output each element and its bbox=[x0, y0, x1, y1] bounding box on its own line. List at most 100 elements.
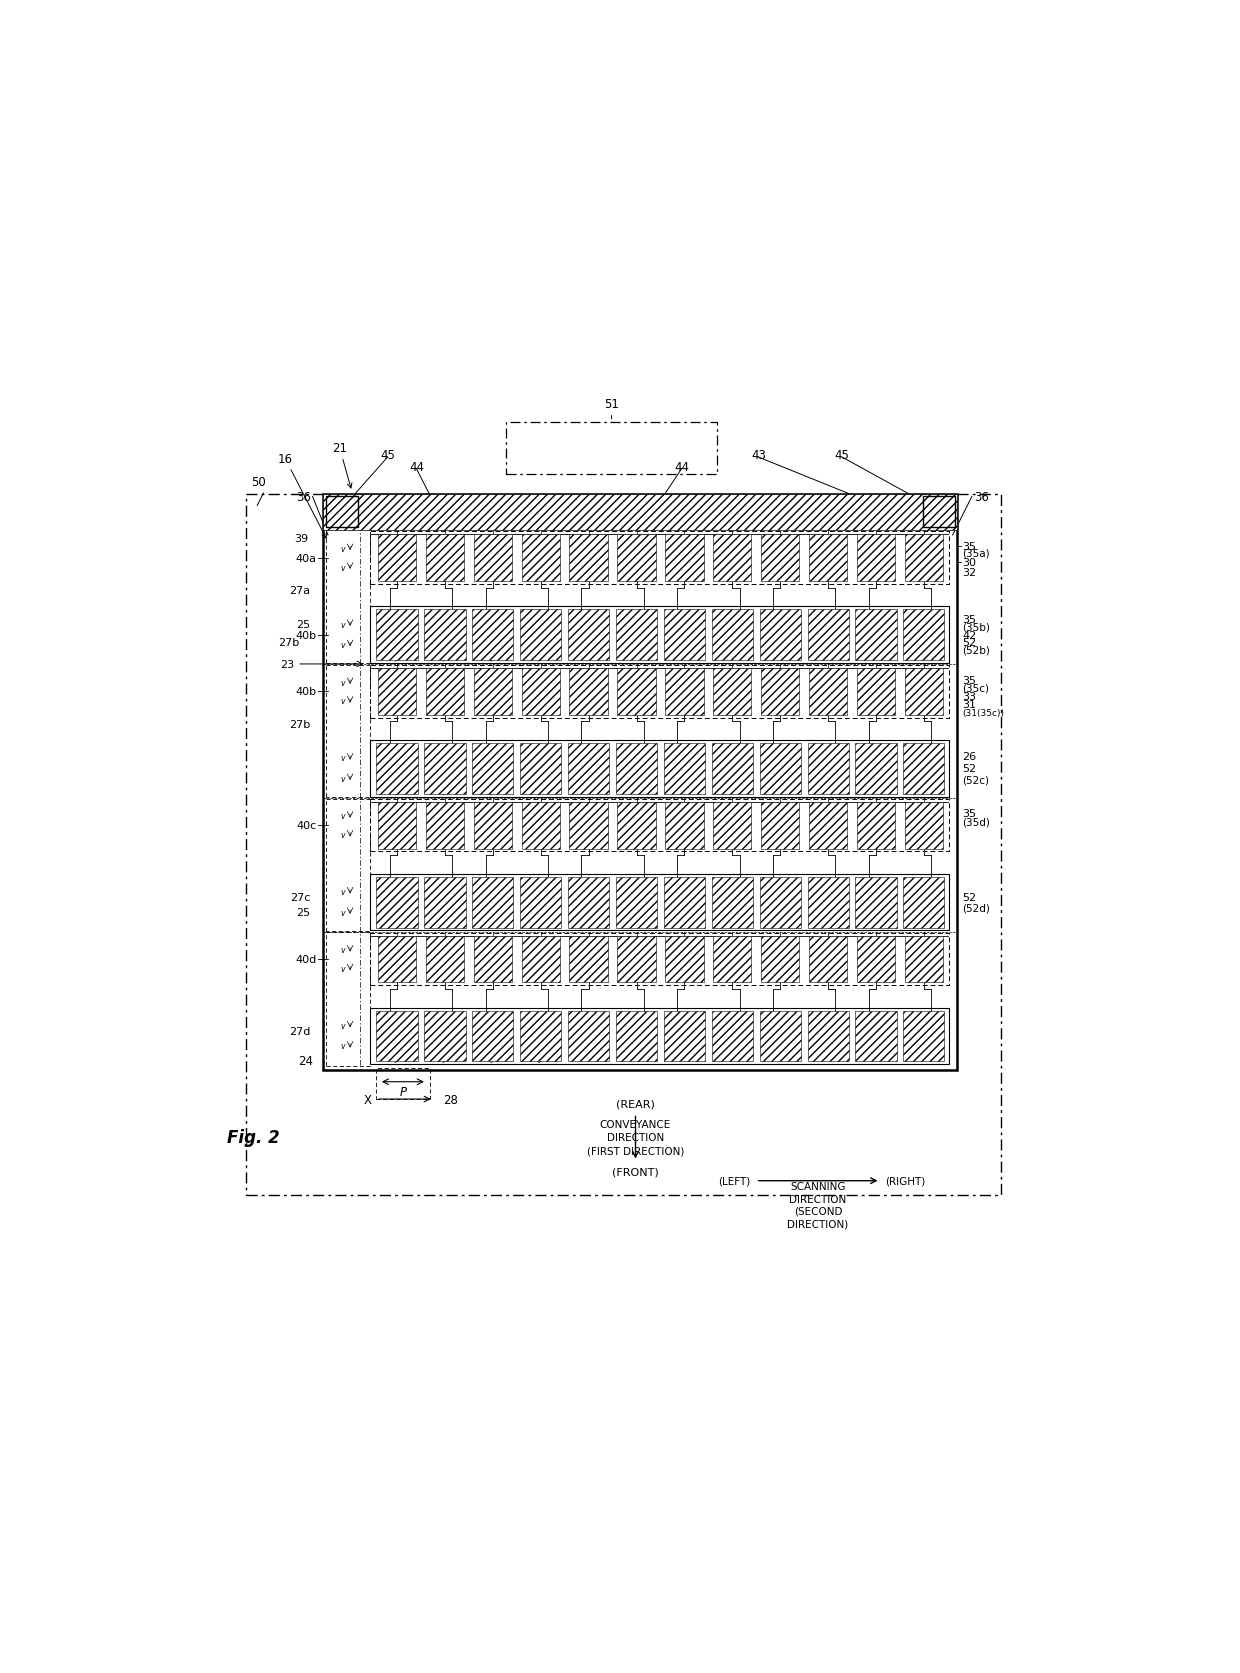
Text: 40a: 40a bbox=[295, 554, 316, 564]
Bar bbox=[856, 877, 897, 929]
Bar bbox=[857, 935, 895, 982]
Bar bbox=[761, 535, 800, 582]
Text: v: v bbox=[340, 641, 345, 649]
Bar bbox=[761, 935, 800, 982]
Text: (35d): (35d) bbox=[962, 816, 990, 826]
Bar bbox=[808, 935, 847, 982]
Text: 24: 24 bbox=[299, 1054, 314, 1067]
Bar bbox=[856, 609, 897, 661]
Bar bbox=[857, 803, 895, 850]
Bar bbox=[618, 535, 656, 582]
Bar bbox=[522, 535, 560, 582]
Bar bbox=[377, 877, 418, 929]
Bar bbox=[760, 877, 801, 929]
Bar bbox=[903, 609, 945, 661]
Bar bbox=[712, 743, 753, 795]
Text: v: v bbox=[340, 755, 345, 763]
Bar bbox=[568, 609, 609, 661]
Bar bbox=[326, 664, 371, 800]
Bar bbox=[856, 1010, 897, 1062]
Bar bbox=[522, 935, 560, 982]
Text: (LEFT): (LEFT) bbox=[718, 1176, 751, 1186]
Bar bbox=[472, 1010, 513, 1062]
Bar bbox=[857, 535, 895, 582]
Bar bbox=[713, 535, 751, 582]
Bar bbox=[760, 1010, 801, 1062]
Bar bbox=[326, 932, 371, 1067]
Bar bbox=[905, 535, 944, 582]
Bar bbox=[425, 535, 464, 582]
Bar bbox=[857, 669, 895, 716]
Bar bbox=[326, 497, 358, 529]
Text: 33: 33 bbox=[962, 691, 976, 701]
Bar bbox=[569, 935, 608, 982]
Text: (RIGHT): (RIGHT) bbox=[885, 1176, 925, 1186]
Bar bbox=[663, 609, 706, 661]
Bar bbox=[905, 669, 944, 716]
Bar bbox=[760, 743, 801, 795]
Bar bbox=[424, 609, 465, 661]
Text: 30: 30 bbox=[962, 557, 976, 567]
Text: v: v bbox=[340, 544, 345, 554]
Text: v: v bbox=[340, 698, 345, 706]
Bar bbox=[371, 875, 949, 930]
Text: 27a: 27a bbox=[290, 586, 311, 596]
Text: 43: 43 bbox=[751, 448, 766, 462]
Bar bbox=[568, 1010, 609, 1062]
Text: v: v bbox=[340, 621, 345, 629]
Bar bbox=[666, 935, 703, 982]
Text: (31(35c)): (31(35c)) bbox=[962, 709, 1004, 718]
Text: 40b: 40b bbox=[295, 688, 316, 698]
Text: (REAR): (REAR) bbox=[616, 1099, 655, 1109]
Bar bbox=[472, 743, 513, 795]
Bar bbox=[520, 609, 562, 661]
Bar bbox=[377, 609, 418, 661]
Text: 44: 44 bbox=[675, 462, 689, 473]
Text: v: v bbox=[340, 945, 345, 955]
Text: 52: 52 bbox=[962, 637, 976, 647]
Text: (35a): (35a) bbox=[962, 549, 990, 559]
Text: 16: 16 bbox=[278, 452, 326, 539]
Bar bbox=[324, 494, 957, 530]
Bar bbox=[616, 1010, 657, 1062]
Text: 40b: 40b bbox=[295, 631, 316, 641]
Text: 36: 36 bbox=[973, 490, 988, 504]
Text: v: v bbox=[340, 1042, 345, 1051]
Bar bbox=[761, 669, 800, 716]
Text: 27d: 27d bbox=[289, 1026, 311, 1036]
Bar bbox=[474, 669, 512, 716]
Text: P: P bbox=[399, 1086, 407, 1097]
Bar bbox=[663, 1010, 706, 1062]
Bar bbox=[905, 803, 944, 850]
Text: 21: 21 bbox=[332, 442, 352, 489]
Bar bbox=[378, 535, 417, 582]
Bar bbox=[371, 532, 949, 584]
Text: (52d): (52d) bbox=[962, 903, 990, 913]
Text: 36: 36 bbox=[296, 490, 311, 504]
Bar bbox=[713, 935, 751, 982]
Bar bbox=[247, 494, 1001, 1196]
Bar bbox=[371, 1009, 949, 1064]
Bar bbox=[474, 935, 512, 982]
Bar bbox=[424, 743, 465, 795]
Bar bbox=[569, 669, 608, 716]
Text: 35: 35 bbox=[962, 676, 976, 686]
Bar bbox=[856, 743, 897, 795]
Bar bbox=[326, 798, 371, 934]
Text: v: v bbox=[340, 811, 345, 821]
Bar bbox=[520, 877, 562, 929]
Text: 27b: 27b bbox=[278, 637, 299, 647]
Bar bbox=[666, 535, 703, 582]
Bar bbox=[424, 877, 465, 929]
Bar bbox=[568, 877, 609, 929]
Bar bbox=[903, 743, 945, 795]
Bar bbox=[474, 803, 512, 850]
Bar bbox=[371, 607, 949, 664]
Bar bbox=[520, 1010, 562, 1062]
Text: 44: 44 bbox=[409, 462, 424, 473]
Text: 50: 50 bbox=[252, 475, 267, 507]
Text: (35b): (35b) bbox=[962, 622, 990, 632]
Text: v: v bbox=[340, 888, 345, 897]
Text: v: v bbox=[340, 908, 345, 917]
Bar bbox=[712, 877, 753, 929]
